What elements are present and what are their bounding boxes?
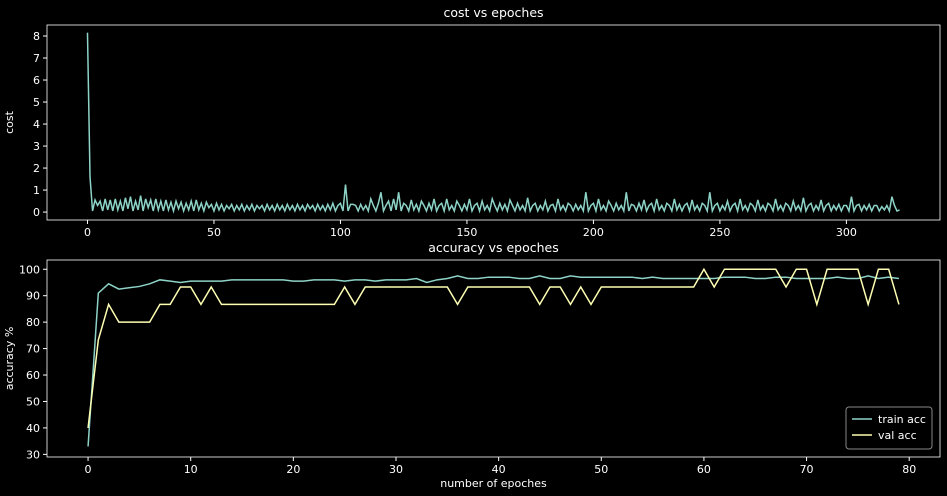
y-tick-label: 70: [26, 343, 40, 356]
y-tick-label: 90: [26, 290, 40, 303]
x-tick-label: 50: [207, 226, 221, 239]
x-tick-label: 10: [184, 463, 198, 476]
y-tick-label: 100: [19, 263, 40, 276]
x-axis-label: number of epoches: [440, 477, 547, 490]
y-tick-label: 3: [33, 140, 40, 153]
y-tick-label: 40: [26, 422, 40, 435]
chart-title: cost vs epoches: [443, 5, 543, 20]
x-tick-label: 0: [84, 226, 91, 239]
y-tick-label: 30: [26, 448, 40, 461]
x-tick-label: 70: [800, 463, 814, 476]
y-axis-label: cost: [3, 110, 16, 134]
plot-frame: [46, 24, 941, 221]
x-tick-label: 200: [583, 226, 604, 239]
x-tick-label: 250: [709, 226, 730, 239]
x-tick-label: 150: [456, 226, 477, 239]
x-tick-label: 50: [594, 463, 608, 476]
x-tick-label: 100: [330, 226, 351, 239]
y-tick-label: 4: [33, 118, 40, 131]
y-tick-label: 1: [33, 184, 40, 197]
y-tick-label: 2: [33, 162, 40, 175]
plot-frame: [46, 259, 941, 458]
y-tick-label: 60: [26, 369, 40, 382]
data-line: [86, 32, 900, 214]
y-axis-label: accuracy %: [3, 327, 16, 391]
legend-label: train acc: [878, 413, 926, 426]
x-tick-label: 30: [389, 463, 403, 476]
chart-title: accuracy vs epoches: [428, 240, 559, 255]
y-tick-label: 8: [33, 30, 40, 43]
x-tick-label: 40: [492, 463, 506, 476]
legend-box: [845, 406, 933, 450]
x-tick-label: 300: [836, 226, 857, 239]
x-tick-label: 60: [697, 463, 711, 476]
y-tick-label: 80: [26, 316, 40, 329]
x-tick-label: 80: [902, 463, 916, 476]
legend-label: val acc: [878, 429, 917, 442]
x-tick-label: 20: [286, 463, 300, 476]
data-line: [87, 275, 900, 447]
x-tick-label: 0: [85, 463, 92, 476]
y-tick-label: 6: [33, 74, 40, 87]
y-tick-label: 5: [33, 96, 40, 109]
y-tick-label: 0: [33, 206, 40, 219]
y-tick-label: 7: [33, 52, 40, 65]
data-line: [87, 267, 900, 428]
y-tick-label: 50: [26, 395, 40, 408]
